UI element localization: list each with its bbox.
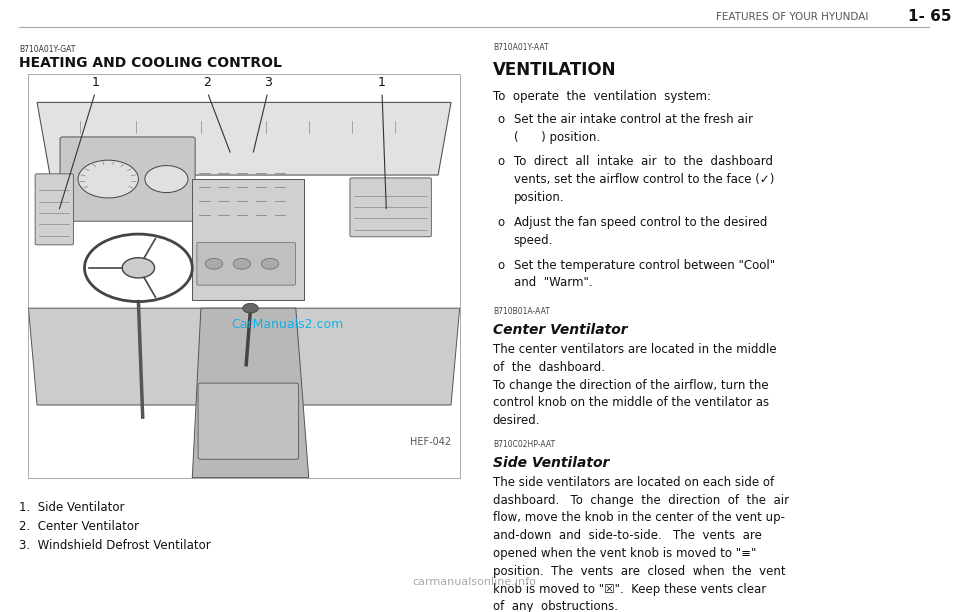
FancyBboxPatch shape xyxy=(197,242,296,285)
Text: CarManuals2.com: CarManuals2.com xyxy=(231,318,344,331)
Text: 1: 1 xyxy=(378,76,386,89)
Polygon shape xyxy=(29,308,460,405)
Text: Adjust the fan speed control to the desired: Adjust the fan speed control to the desi… xyxy=(514,216,767,229)
FancyBboxPatch shape xyxy=(60,137,195,221)
Text: 2: 2 xyxy=(204,76,211,89)
Text: HEATING AND COOLING CONTROL: HEATING AND COOLING CONTROL xyxy=(19,56,282,70)
Text: dashboard.   To  change  the  direction  of  the  air: dashboard. To change the direction of th… xyxy=(492,494,789,507)
Text: speed.: speed. xyxy=(514,234,553,247)
Text: HEF-042: HEF-042 xyxy=(410,438,451,447)
Text: 2.  Center Ventilator: 2. Center Ventilator xyxy=(19,520,139,534)
FancyBboxPatch shape xyxy=(29,74,460,477)
FancyBboxPatch shape xyxy=(192,179,304,300)
Text: B710A01Y-GAT: B710A01Y-GAT xyxy=(19,45,75,53)
Text: (      ) position.: ( ) position. xyxy=(514,130,600,144)
Text: vents, set the airflow control to the face (✓): vents, set the airflow control to the fa… xyxy=(514,173,774,186)
Circle shape xyxy=(233,258,251,269)
Text: Side Ventilator: Side Ventilator xyxy=(492,456,610,469)
Text: To  operate  the  ventilation  system:: To operate the ventilation system: xyxy=(492,90,710,103)
Text: Center Ventilator: Center Ventilator xyxy=(492,323,628,337)
Circle shape xyxy=(122,258,155,278)
Text: To change the direction of the airflow, turn the: To change the direction of the airflow, … xyxy=(492,379,768,392)
Circle shape xyxy=(243,304,258,313)
Text: desired.: desired. xyxy=(492,414,540,427)
Text: o: o xyxy=(497,155,505,168)
Text: o: o xyxy=(497,216,505,229)
Text: control knob on the middle of the ventilator as: control knob on the middle of the ventil… xyxy=(492,397,769,409)
Text: o: o xyxy=(497,113,505,125)
Text: position.: position. xyxy=(514,191,564,204)
Polygon shape xyxy=(37,102,451,175)
Circle shape xyxy=(205,258,223,269)
Text: 3.  Windshield Defrost Ventilator: 3. Windshield Defrost Ventilator xyxy=(19,539,210,553)
Text: of  the  dashboard.: of the dashboard. xyxy=(492,360,605,374)
Text: opened when the vent knob is moved to "≡": opened when the vent knob is moved to "≡… xyxy=(492,547,756,560)
FancyBboxPatch shape xyxy=(350,178,431,237)
Circle shape xyxy=(261,258,278,269)
Polygon shape xyxy=(192,308,309,477)
Text: VENTILATION: VENTILATION xyxy=(492,61,616,78)
Text: and  "Warm".: and "Warm". xyxy=(514,277,592,289)
Text: FEATURES OF YOUR HYUNDAI: FEATURES OF YOUR HYUNDAI xyxy=(715,12,868,21)
Text: 1- 65: 1- 65 xyxy=(908,9,951,24)
Text: 1.  Side Ventilator: 1. Side Ventilator xyxy=(19,501,125,514)
Text: flow, move the knob in the center of the vent up-: flow, move the knob in the center of the… xyxy=(492,512,785,524)
Circle shape xyxy=(78,160,138,198)
Circle shape xyxy=(145,166,188,193)
Text: B710B01A-AAT: B710B01A-AAT xyxy=(492,307,550,316)
FancyBboxPatch shape xyxy=(36,174,74,245)
Text: 3: 3 xyxy=(264,76,272,89)
Text: and-down  and  side-to-side.   The  vents  are: and-down and side-to-side. The vents are xyxy=(492,529,761,542)
Text: position.  The  vents  are  closed  when  the  vent: position. The vents are closed when the … xyxy=(492,565,785,578)
Text: Set the air intake control at the fresh air: Set the air intake control at the fresh … xyxy=(514,113,753,125)
Text: o: o xyxy=(497,259,505,272)
Text: carmanualsonline.info: carmanualsonline.info xyxy=(412,577,536,588)
Text: The side ventilators are located on each side of: The side ventilators are located on each… xyxy=(492,476,774,489)
Text: 1: 1 xyxy=(91,76,99,89)
Text: B710A01Y-AAT: B710A01Y-AAT xyxy=(492,43,548,52)
Text: knob is moved to "☒".  Keep these vents clear: knob is moved to "☒". Keep these vents c… xyxy=(492,583,766,595)
Text: The center ventilators are located in the middle: The center ventilators are located in th… xyxy=(492,343,777,356)
Text: B710C02HP-AAT: B710C02HP-AAT xyxy=(492,440,555,449)
Text: To  direct  all  intake  air  to  the  dashboard: To direct all intake air to the dashboar… xyxy=(514,155,773,168)
Text: of  any  obstructions.: of any obstructions. xyxy=(492,600,618,612)
Text: Set the temperature control between "Cool": Set the temperature control between "Coo… xyxy=(514,259,775,272)
FancyBboxPatch shape xyxy=(198,383,299,459)
